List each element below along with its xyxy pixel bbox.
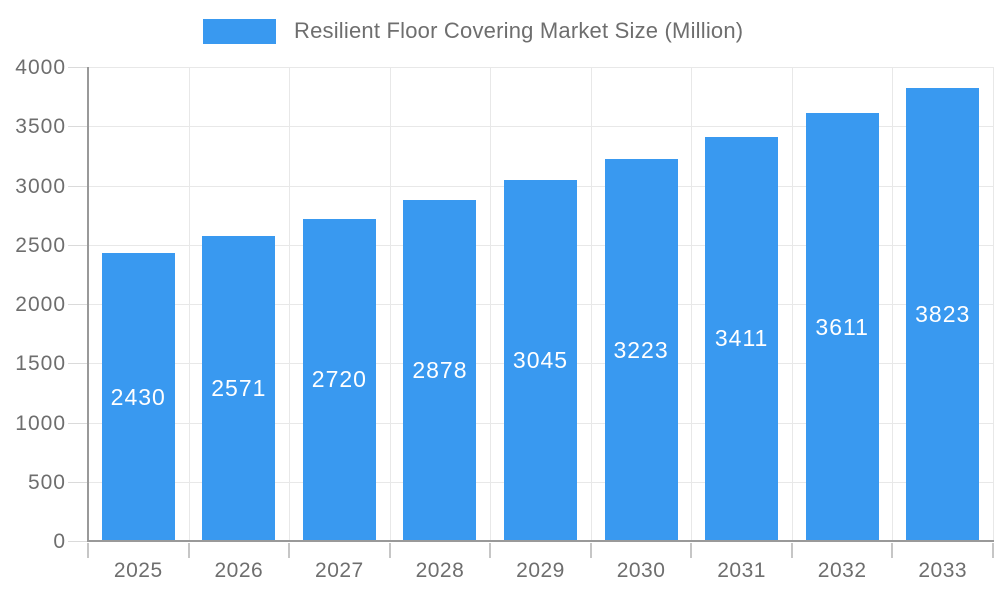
x-axis-tick [388, 543, 391, 558]
y-axis-line [87, 67, 89, 542]
x-axis-tick [489, 543, 492, 558]
v-gridline [389, 67, 391, 541]
v-gridline [490, 67, 492, 541]
y-axis-tick [68, 541, 88, 542]
x-axis-tick [589, 543, 592, 558]
x-axis-label: 2031 [717, 559, 766, 582]
x-axis-tick [690, 543, 693, 558]
x-axis-tick [891, 543, 894, 558]
x-axis-tick [87, 543, 89, 558]
bar-value-label: 2571 [211, 375, 267, 402]
v-gridline [993, 67, 994, 541]
bar-value-label: 2720 [311, 366, 367, 393]
bar-2026[interactable]: 2571 [202, 236, 276, 541]
y-axis-tick [68, 304, 88, 305]
legend-item[interactable]: Resilient Floor Covering Market Size (Mi… [203, 18, 743, 44]
legend-swatch-icon [203, 18, 276, 44]
v-gridline [289, 67, 291, 541]
bar-2025[interactable]: 2430 [101, 253, 175, 541]
bar-2032[interactable]: 3611 [805, 113, 879, 541]
bar-2030[interactable]: 3223 [604, 159, 678, 541]
bar-value-label: 3411 [714, 325, 769, 352]
x-axis-tick [992, 543, 994, 558]
y-axis-tick [68, 244, 88, 246]
bar-2031[interactable]: 3411 [705, 136, 779, 541]
x-axis-line [87, 540, 994, 542]
y-axis-label: 3500 [15, 115, 66, 139]
x-axis-label: 2033 [918, 559, 968, 582]
x-axis-label: 2028 [415, 559, 465, 582]
bar-value-label: 3611 [815, 313, 869, 340]
y-axis-label: 1000 [15, 411, 66, 435]
v-gridline [590, 67, 592, 541]
y-axis-tick [68, 126, 88, 128]
y-axis-label: 2500 [15, 233, 66, 257]
x-axis-label: 2027 [315, 559, 364, 582]
bar-value-label: 3823 [915, 300, 971, 327]
y-axis-tick [68, 185, 88, 187]
v-gridline [188, 67, 190, 541]
bar-value-label: 3045 [512, 347, 569, 374]
bar-value-label: 3223 [613, 336, 669, 363]
bar-value-label: 2430 [110, 383, 166, 410]
x-axis-tick [187, 543, 190, 558]
v-gridline [791, 67, 793, 541]
h-gridline [88, 67, 993, 68]
y-axis-label: 3000 [15, 174, 66, 198]
bar-value-label: 2878 [412, 356, 468, 383]
bar-2028[interactable]: 2878 [403, 199, 477, 541]
x-axis-tick [288, 543, 291, 558]
bar-2033[interactable]: 3823 [906, 87, 980, 541]
y-axis-label: 0 [53, 530, 66, 553]
h-gridline [88, 126, 993, 128]
x-axis-label: 2032 [817, 559, 867, 582]
legend-label: Resilient Floor Covering Market Size (Mi… [294, 18, 744, 43]
v-gridline [892, 67, 894, 541]
bar-2029[interactable]: 3045 [504, 180, 577, 541]
y-axis-label: 1500 [15, 352, 66, 376]
x-axis-label: 2026 [214, 559, 264, 582]
bar-2027[interactable]: 2720 [302, 218, 376, 541]
x-axis-tick [790, 543, 793, 558]
y-axis-label: 4000 [15, 56, 66, 79]
y-axis-tick [68, 422, 88, 424]
y-axis-tick [68, 363, 88, 365]
y-axis-tick [68, 67, 88, 68]
y-axis-label: 500 [27, 470, 66, 494]
v-gridline [691, 67, 693, 541]
x-axis-label: 2025 [113, 559, 163, 582]
x-axis-label: 2030 [616, 559, 666, 582]
y-axis-tick [68, 481, 88, 483]
x-axis-label: 2029 [516, 559, 565, 582]
y-axis-label: 2000 [15, 293, 66, 316]
